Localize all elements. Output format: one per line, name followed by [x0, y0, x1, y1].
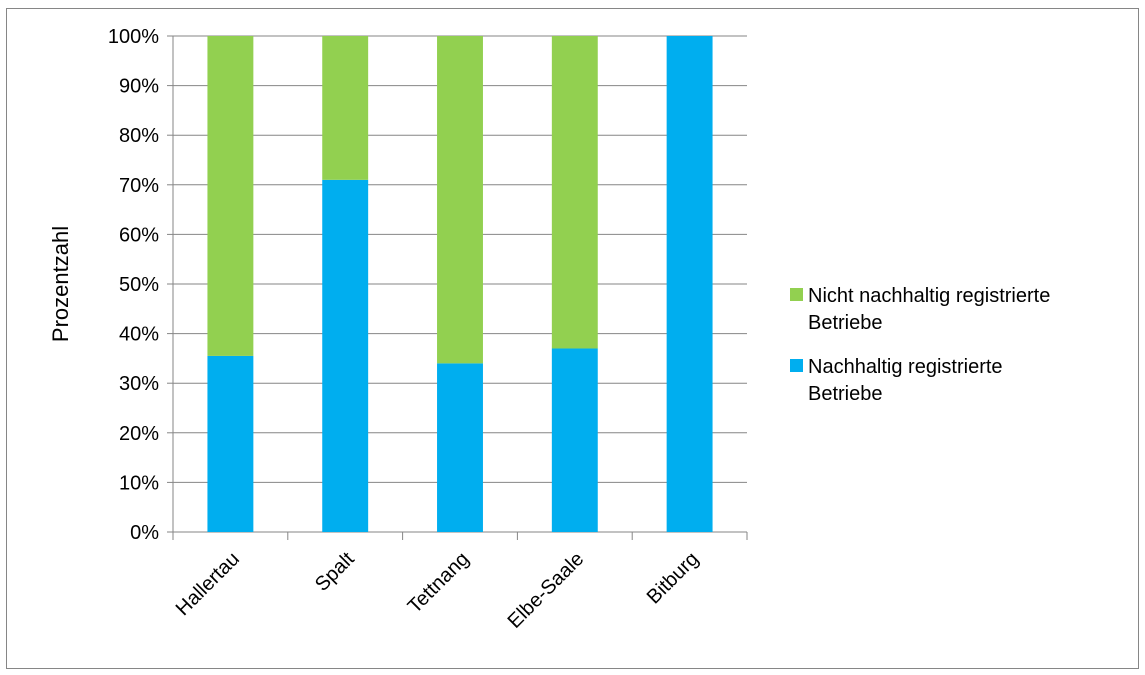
bar-segment [437, 36, 483, 364]
bar-segment [322, 179, 369, 532]
legend-label: Betriebe [808, 312, 883, 334]
y-axis-label: Prozentzahl [48, 226, 73, 342]
bar-segment [207, 355, 254, 532]
y-tick-label: 100% [108, 26, 159, 48]
bar-segment [207, 36, 254, 356]
x-tick-label: Hallertau [172, 548, 244, 620]
bars [207, 36, 713, 532]
x-tick-labels: Hallertau Spalt Tettnang Elbe-Saale Bitburg [172, 548, 703, 633]
y-tick-label: 0% [130, 522, 159, 544]
y-tick-labels: 0% 10% 20% 30% 40% 50% 60% 70% 80% 90% 100% [108, 26, 159, 544]
bar-segment [322, 36, 369, 180]
y-tick-label: 20% [119, 423, 159, 445]
y-tick-label: 60% [119, 224, 159, 246]
bar-segment [437, 363, 483, 532]
x-tick-label: Bitburg [643, 548, 703, 608]
legend-swatch [790, 359, 803, 372]
bar-segment [666, 36, 713, 532]
x-tick-label: Elbe-Saale [504, 548, 589, 633]
bar-segment [551, 348, 598, 532]
x-tick-label: Spalt [311, 548, 359, 596]
legend-label: Nachhaltig registrierte [808, 356, 1003, 378]
y-tick-label: 90% [119, 76, 159, 98]
y-tick-label: 80% [119, 125, 159, 147]
y-tick-label: 40% [119, 324, 159, 346]
y-tick-label: 50% [119, 274, 159, 296]
legend: Nicht nachhaltig registrierte Betriebe Nac… [790, 285, 1050, 405]
y-tick-label: 70% [119, 175, 159, 197]
bar-segment [551, 36, 598, 349]
legend-label: Betriebe [808, 383, 883, 405]
x-tick-label: Tettnang [404, 548, 474, 618]
y-tick-label: 30% [119, 373, 159, 395]
y-tick-label: 10% [119, 472, 159, 494]
legend-label: Nicht nachhaltig registrierte [808, 285, 1050, 307]
legend-swatch [790, 288, 803, 301]
